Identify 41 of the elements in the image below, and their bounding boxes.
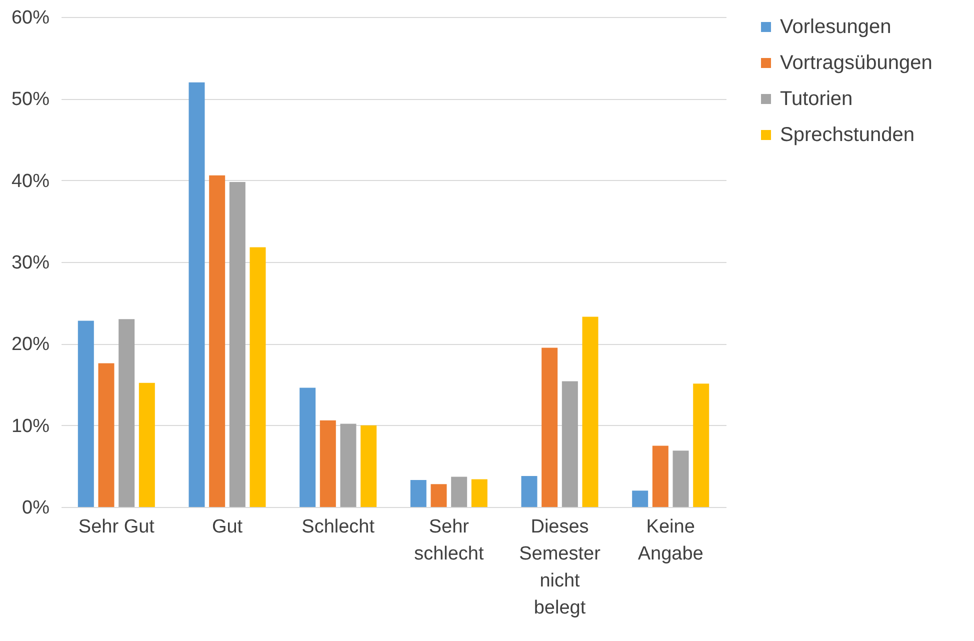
bar [430, 484, 447, 507]
bar [521, 476, 538, 507]
bar [451, 476, 468, 507]
x-tick-label: Gut [212, 516, 244, 538]
bar [78, 320, 94, 507]
x-tick-label: Keine Angabe [638, 516, 704, 564]
bar [250, 247, 266, 507]
y-tick-label: 60% [11, 8, 50, 28]
bar [542, 348, 558, 507]
bar [300, 388, 316, 507]
x-tick-label: Dieses Semester nicht belegt [519, 516, 602, 618]
bar [229, 182, 246, 507]
bar [188, 82, 205, 507]
bar [410, 480, 426, 507]
y-tick-label: 30% [11, 252, 50, 274]
x-tick-label: Sehr schlecht [414, 516, 484, 564]
bar [138, 382, 155, 507]
y-tick-label: 20% [11, 334, 50, 356]
bar [118, 319, 135, 507]
bar [340, 424, 356, 507]
y-tick-label: 40% [11, 170, 50, 192]
bar [360, 425, 377, 507]
legend-label: Vortragsübungen [780, 52, 932, 74]
legend-label: Tutorien [780, 88, 853, 110]
legend-label: Sprechstunden [780, 124, 915, 146]
bar [98, 363, 114, 507]
y-tick-label: 0% [22, 498, 50, 518]
y-tick-label: 10% [11, 416, 50, 437]
bar [471, 479, 488, 507]
bar [582, 316, 598, 507]
x-tick-label: Schlecht [302, 516, 376, 538]
bar [693, 384, 710, 507]
bar [320, 420, 336, 507]
bar [652, 446, 668, 507]
bar [632, 490, 648, 507]
bar [209, 175, 226, 507]
y-tick-label: 50% [11, 89, 50, 110]
x-tick-label: Sehr Gut [78, 516, 156, 538]
legend-label: Vorlesungen [780, 16, 892, 38]
bar [562, 381, 578, 507]
bar [672, 450, 689, 507]
